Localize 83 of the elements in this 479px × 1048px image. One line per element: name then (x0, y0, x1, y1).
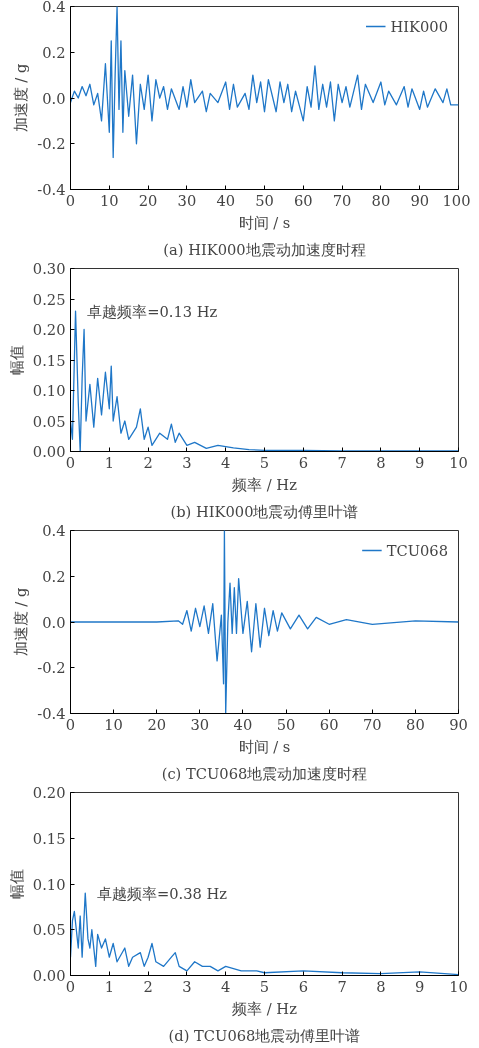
y-tick-label: 0.00 (32, 443, 66, 460)
x-tick-label: 2 (143, 977, 153, 995)
x-tick-label: 4 (221, 453, 231, 471)
y-tick-label: 0.05 (32, 921, 66, 939)
x-tick-label: 9 (415, 977, 425, 995)
x-tick-label: 3 (182, 977, 192, 995)
x-axis-title: 频率 / Hz (232, 999, 298, 1017)
x-tick-label: 2 (143, 453, 153, 471)
text: (d) TCU068地震动傅里叶谱 (168, 1026, 361, 1044)
x-tick-label: 90 (449, 715, 468, 733)
x-tick-label: 8 (376, 977, 386, 995)
x-tick-label: 10 (449, 977, 468, 995)
x-tick-label: 1 (104, 453, 114, 471)
x-tick-label: 10 (104, 715, 123, 733)
x-tick-label: 90 (410, 191, 430, 209)
x-tick-label: 70 (332, 191, 352, 209)
y-tick-label: 0.10 (32, 382, 66, 399)
x-tick-label: 5 (259, 977, 270, 995)
x-tick-label: 0 (65, 715, 76, 733)
y-tick-label: 0.05 (32, 412, 66, 430)
x-tick-label: 40 (233, 715, 253, 733)
x-tick-label: 6 (298, 977, 308, 995)
x-tick-label: 1 (104, 977, 114, 995)
x-tick-label: 7 (337, 977, 347, 995)
x-tick-label: 0 (65, 977, 76, 995)
y-tick-label: 0.20 (32, 784, 66, 801)
x-tick-label: 9 (415, 453, 425, 471)
y-tick-label: 0.0 (42, 613, 66, 631)
y-tick-label: -0.4 (37, 705, 66, 722)
x-tick-label: 20 (147, 715, 167, 733)
y-tick-label: 0.15 (32, 351, 66, 369)
y-tick-label: 0.00 (32, 967, 66, 984)
x-tick-label: 7 (337, 453, 347, 471)
x-tick-label: 80 (371, 191, 391, 209)
line-series (70, 530, 459, 714)
x-tick-label: 3 (182, 453, 192, 471)
x-tick-label: 60 (293, 191, 313, 209)
x-axis-title: 频率 / Hz (232, 475, 298, 493)
annotation: 卓越频率=0.13 Hz (87, 302, 218, 320)
annotation: 卓越频率=0.38 Hz (96, 884, 228, 902)
y-axis-title: 加速度 / g (12, 587, 30, 657)
y-tick-label: 0.4 (42, 522, 66, 539)
text: (a) HIK000地震动加速度时程 (163, 240, 366, 258)
y-tick-label: -0.2 (37, 135, 66, 153)
y-tick-label: 0.20 (32, 321, 66, 338)
legend-label: TCU068 (386, 541, 448, 559)
x-tick-label: 50 (276, 715, 296, 733)
y-tick-label: 0.0 (42, 89, 66, 107)
text: (c) TCU068地震动加速度时程 (161, 764, 368, 782)
y-tick-label: 0.30 (32, 260, 66, 277)
y-tick-label: 0.2 (42, 567, 66, 585)
x-tick-label: 5 (259, 453, 270, 471)
y-tick-label: 0.4 (42, 0, 66, 15)
x-tick-label: 100 (442, 191, 471, 209)
x-tick-label: 30 (177, 191, 197, 209)
x-tick-label: 10 (99, 191, 119, 209)
y-axis-title: 加速度 / g (12, 63, 30, 133)
x-tick-label: 70 (362, 715, 382, 733)
legend-label: HIK000 (390, 17, 448, 35)
x-tick-label: 0 (65, 191, 76, 209)
y-tick-label: 0.15 (32, 829, 66, 847)
line-series (70, 6, 459, 159)
x-tick-label: 40 (216, 191, 236, 209)
x-tick-label: 80 (406, 715, 425, 733)
x-tick-label: 0 (65, 453, 76, 471)
x-tick-label: 6 (298, 453, 308, 471)
y-tick-label: 0.10 (32, 875, 66, 893)
x-tick-label: 10 (449, 453, 468, 471)
y-axis-title: 幅值 (7, 869, 25, 899)
x-tick-label: 50 (255, 191, 274, 209)
y-axis-title: 幅值 (7, 345, 25, 375)
y-tick-label: -0.2 (37, 659, 66, 677)
x-axis-title: 时间 / s (238, 213, 291, 231)
x-tick-label: 4 (221, 977, 231, 995)
x-tick-label: 8 (376, 453, 386, 471)
x-tick-label: 20 (138, 191, 158, 209)
y-tick-label: -0.4 (37, 181, 66, 198)
x-tick-label: 60 (319, 715, 339, 733)
y-tick-label: 0.25 (32, 290, 66, 308)
x-axis-title: 时间 / s (238, 737, 291, 755)
text: (b) HIK000地震动傅里叶谱 (170, 502, 359, 520)
x-tick-label: 30 (190, 715, 210, 733)
y-tick-label: 0.2 (42, 43, 66, 61)
